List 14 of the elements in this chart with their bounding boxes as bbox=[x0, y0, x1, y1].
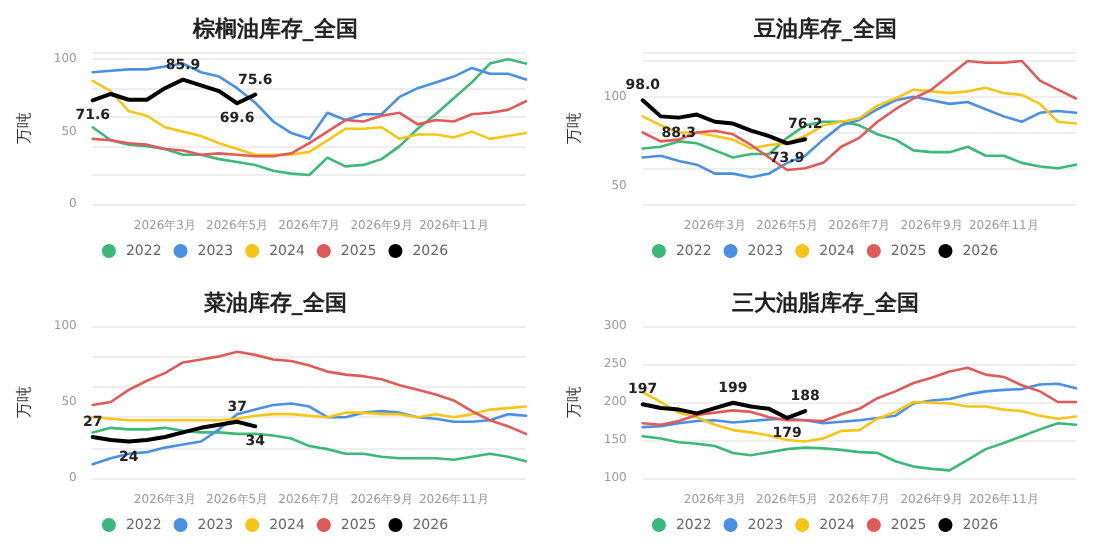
line-series bbox=[641, 86, 1078, 150]
line-series bbox=[641, 95, 1078, 179]
chart-title: 豆油库存_全国 bbox=[751, 16, 897, 42]
chart-title: 三大油脂库存_全国 bbox=[731, 289, 919, 315]
line-series bbox=[641, 420, 1078, 471]
chart-title: 棕榈油库存_全国 bbox=[190, 16, 358, 42]
line-series bbox=[91, 425, 528, 462]
y-axis-title: 万吨 bbox=[15, 112, 33, 144]
y-axis-title: 万吨 bbox=[565, 385, 583, 417]
y-axis-title: 万吨 bbox=[565, 112, 583, 144]
chart-title: 菜油库存_全国 bbox=[201, 289, 347, 315]
y-axis-title: 万吨 bbox=[15, 385, 33, 417]
line-series bbox=[641, 120, 1078, 170]
line-series bbox=[640, 399, 808, 419]
